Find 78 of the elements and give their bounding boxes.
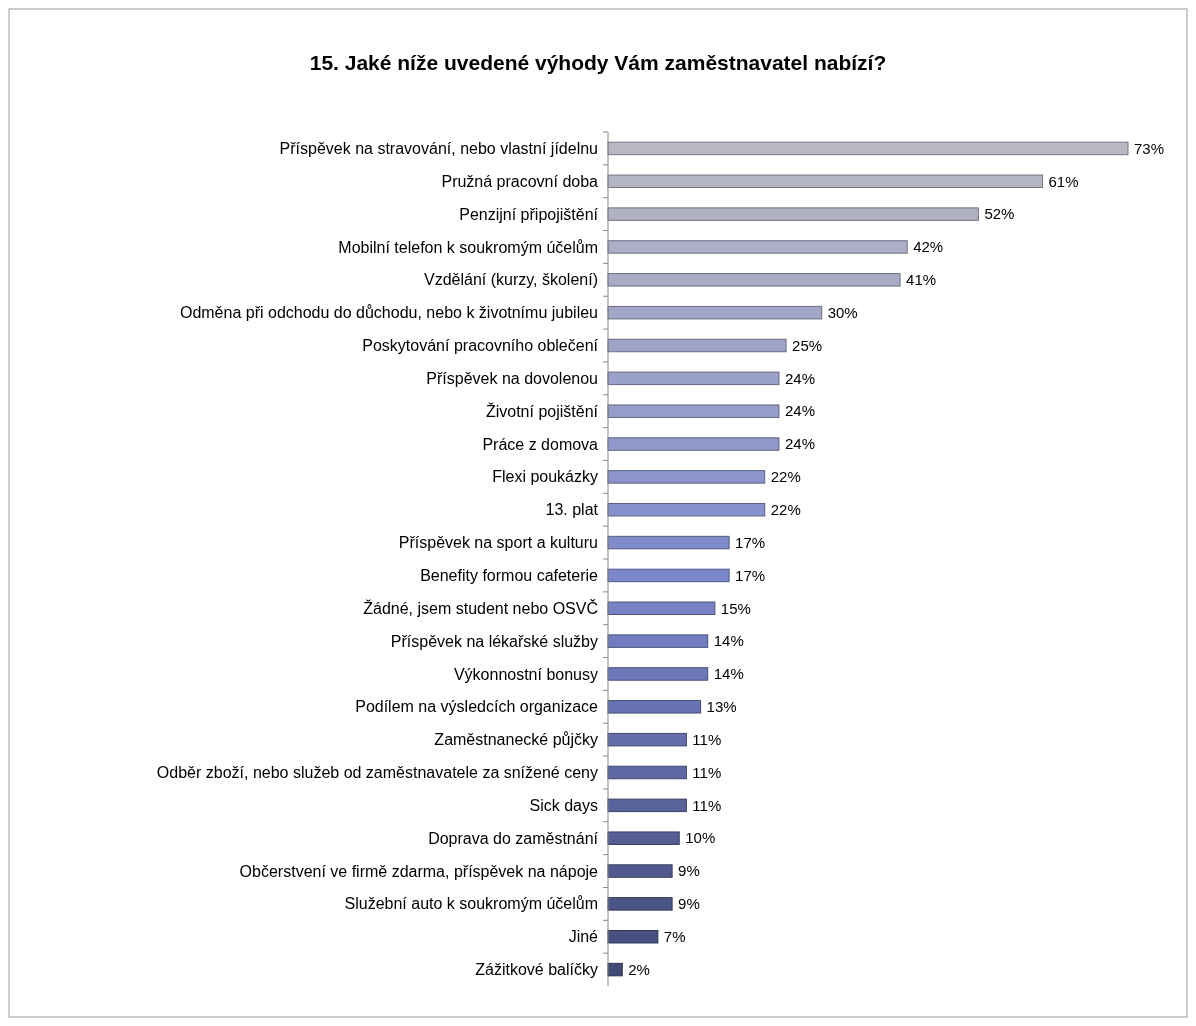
bar	[607, 700, 702, 714]
data-label: 9%	[678, 895, 700, 913]
y-tick-label: Jiné	[568, 928, 599, 946]
bar	[607, 798, 687, 813]
y-tick-label: Mobilní telefon k soukromým účelům	[338, 238, 598, 256]
y-tick-label: Příspěvek na sport a kulturu	[398, 534, 598, 552]
y-tick-label: Odměna při odchodu do důchodu, nebo k životnímu jubileu	[179, 304, 598, 322]
bar	[607, 502, 766, 517]
bar	[607, 371, 780, 386]
data-label: 42%	[913, 238, 944, 256]
data-label: 24%	[784, 369, 815, 387]
y-tick-label: Příspěvek na lékařské služby	[390, 632, 598, 650]
data-label: 13%	[706, 698, 737, 716]
y-tick-label: Podílem na výsledcích organizace	[355, 698, 599, 716]
data-label: 14%	[713, 665, 744, 683]
data-label: 52%	[984, 205, 1015, 223]
y-tick-label: Příspěvek na dovolenou	[426, 369, 598, 387]
bar	[607, 141, 1129, 156]
y-tick-label: Poskytování pracovního oblečení	[362, 337, 599, 355]
y-tick-label: Doprava do zaměstnání	[428, 829, 599, 847]
data-label: 11%	[692, 763, 722, 781]
bar	[607, 174, 1044, 189]
y-tick-label: Penzijní připojištění	[459, 205, 599, 223]
data-label: 41%	[906, 271, 937, 289]
y-tick-label: Benefity formou cafeterie	[420, 567, 599, 585]
bar	[607, 831, 680, 845]
data-label: 30%	[827, 303, 858, 321]
data-label: 22%	[770, 468, 801, 486]
chart-title: 15. Jaké níže uvedené výhody Vám zaměstnavatel nabízí?	[309, 51, 887, 74]
y-tick-label: Flexi poukázky	[492, 468, 598, 486]
data-label: 11%	[692, 796, 722, 814]
bar	[607, 273, 901, 287]
data-label: 15%	[720, 599, 751, 617]
bar	[607, 864, 673, 878]
bar	[607, 240, 908, 254]
data-label: 17%	[735, 533, 766, 551]
data-label: 24%	[784, 435, 815, 453]
data-label: 2%	[628, 960, 650, 978]
bar	[607, 568, 730, 583]
bar	[607, 667, 709, 681]
bar	[607, 338, 787, 353]
bar	[607, 765, 687, 780]
bar	[607, 305, 823, 320]
bar	[607, 404, 780, 418]
bar	[607, 207, 979, 221]
y-tick-label: Výkonnostní bonusy	[453, 665, 598, 683]
y-tick-label: Pružná pracovní doba	[441, 172, 599, 190]
bar	[607, 732, 687, 747]
data-label: 25%	[792, 336, 823, 354]
data-label: 22%	[770, 500, 801, 518]
bar	[607, 897, 673, 911]
y-tick-label: Odběr zboží, nebo služeb od zaměstnavatele za snížené ceny	[156, 764, 598, 782]
y-tick-label: Příspěvek na stravování, nebo vlastní jídelnu	[279, 140, 598, 158]
data-label: 10%	[685, 829, 716, 847]
data-label: 11%	[692, 730, 722, 748]
data-label: 14%	[713, 632, 744, 650]
y-tick-label: 13. plat	[545, 501, 599, 519]
data-label: 73%	[1134, 139, 1165, 157]
data-label: 61%	[1048, 172, 1079, 190]
y-tick-label: Žádné, jsem student nebo OSVČ	[363, 598, 598, 617]
y-tick-label: Zážitkové balíčky	[475, 961, 598, 979]
bar	[607, 601, 716, 616]
data-label: 7%	[663, 927, 686, 945]
data-label: 17%	[735, 566, 766, 584]
bar	[607, 634, 709, 648]
y-tick-label: Zaměstnanecké půjčky	[434, 731, 598, 749]
y-tick-label: Občerstvení ve firmě zdarma, příspěvek na nápoje	[239, 862, 599, 880]
y-tick-label: Služební auto k soukromým účelům	[344, 895, 598, 913]
bar	[607, 535, 730, 550]
y-tick-label: Práce z domova	[482, 435, 599, 453]
y-tick-label: Životní pojištění	[485, 401, 599, 420]
y-tick-label: Vzdělání (kurzy, školení)	[424, 271, 598, 289]
data-label: 24%	[784, 402, 815, 420]
y-tick-label: Sick days	[529, 796, 598, 814]
bar	[607, 929, 659, 944]
data-label: 9%	[678, 862, 700, 880]
bar	[607, 470, 766, 484]
bar	[607, 437, 780, 451]
